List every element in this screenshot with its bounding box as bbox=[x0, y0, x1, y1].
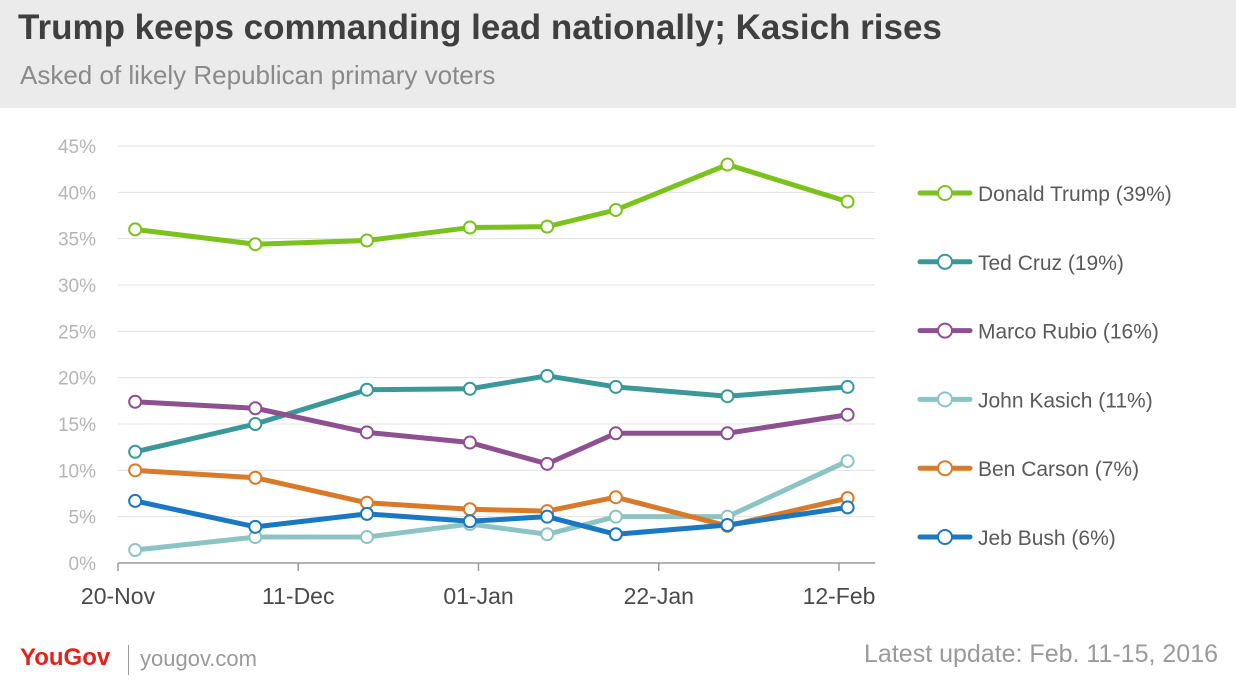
data-point bbox=[128, 463, 143, 478]
data-point bbox=[608, 202, 623, 217]
data-point bbox=[608, 509, 623, 524]
legend-label: Ben Carson (7%) bbox=[978, 458, 1139, 481]
series-line bbox=[132, 498, 851, 537]
data-point bbox=[720, 157, 735, 172]
data-point bbox=[248, 237, 263, 252]
data-point bbox=[540, 456, 555, 471]
data-point bbox=[720, 389, 735, 404]
x-axis-ticks: 20-Nov 11-Dec 01-Jan 22-Jan 12-Feb bbox=[81, 563, 876, 609]
legend-label: John Kasich (11%) bbox=[978, 389, 1153, 412]
data-point bbox=[540, 368, 555, 383]
legend: Donald Trump (39%) Ted Cruz (19%) Marco Ru… bbox=[917, 183, 1172, 550]
legend-marker bbox=[937, 391, 953, 408]
data-point bbox=[248, 401, 263, 416]
x-tick-label: 22-Jan bbox=[624, 583, 694, 609]
y-axis-ticks: 0% 5% 10% 15% 20% 25% 30% 35% 40% 45% bbox=[58, 137, 96, 575]
data-point bbox=[359, 382, 374, 397]
chart-subtitle: Asked of likely Republican primary voter… bbox=[20, 60, 496, 90]
data-point bbox=[840, 379, 855, 394]
data-point bbox=[720, 518, 735, 533]
legend-label: Marco Rubio (16%) bbox=[978, 321, 1159, 344]
y-tick-label: 0% bbox=[69, 554, 97, 575]
x-tick-label: 12-Feb bbox=[803, 583, 876, 609]
y-tick-label: 35% bbox=[58, 230, 96, 251]
data-point bbox=[128, 543, 143, 558]
series-line bbox=[132, 399, 851, 467]
data-point bbox=[248, 470, 263, 485]
x-tick-label: 01-Jan bbox=[443, 583, 513, 609]
data-point bbox=[462, 514, 477, 529]
data-point bbox=[840, 454, 855, 469]
x-tick-label: 20-Nov bbox=[81, 583, 156, 609]
data-point bbox=[840, 194, 855, 209]
data-point bbox=[608, 379, 623, 394]
data-point bbox=[540, 219, 555, 234]
y-tick-label: 45% bbox=[58, 137, 96, 158]
data-point bbox=[608, 527, 623, 542]
data-point bbox=[840, 407, 855, 422]
legend-label: Ted Cruz (19%) bbox=[978, 252, 1124, 275]
data-point bbox=[359, 530, 374, 545]
data-point bbox=[248, 417, 263, 431]
data-point bbox=[462, 502, 477, 517]
x-tick-label: 11-Dec bbox=[262, 583, 334, 609]
series-line bbox=[132, 162, 851, 247]
y-tick-label: 10% bbox=[58, 461, 96, 482]
footer-site-link[interactable]: yougov.com bbox=[140, 646, 257, 671]
grid-lines bbox=[118, 145, 875, 564]
y-tick-label: 25% bbox=[58, 322, 96, 343]
data-point bbox=[840, 500, 855, 515]
data-point bbox=[462, 220, 477, 235]
legend-marker bbox=[937, 322, 953, 339]
data-point bbox=[540, 509, 555, 524]
y-tick-label: 40% bbox=[58, 183, 96, 204]
data-point bbox=[462, 435, 477, 450]
series-line bbox=[132, 373, 851, 455]
series-line bbox=[132, 467, 851, 529]
data-point bbox=[359, 506, 374, 521]
series-points bbox=[128, 157, 855, 558]
data-point bbox=[359, 233, 374, 248]
legend-label: Jeb Bush (6%) bbox=[978, 527, 1116, 550]
data-point bbox=[128, 394, 143, 409]
yougov-logo: YouGov bbox=[20, 644, 111, 671]
legend-label: Donald Trump (39%) bbox=[978, 183, 1172, 206]
data-point bbox=[720, 426, 735, 441]
y-tick-label: 5% bbox=[69, 508, 97, 529]
data-point bbox=[248, 519, 263, 534]
y-tick-label: 30% bbox=[58, 276, 96, 297]
data-point bbox=[540, 527, 555, 542]
latest-update-note: Latest update: Feb. 11-15, 2016 bbox=[864, 640, 1218, 668]
data-point bbox=[608, 490, 623, 505]
series-lines bbox=[132, 162, 851, 553]
data-point bbox=[359, 425, 374, 440]
legend-marker bbox=[937, 185, 953, 201]
legend-marker bbox=[937, 460, 953, 477]
data-point bbox=[128, 222, 143, 237]
data-point bbox=[462, 381, 477, 396]
y-tick-label: 15% bbox=[58, 415, 96, 436]
chart-title: Trump keeps commanding lead nationally; … bbox=[18, 8, 942, 47]
data-point bbox=[128, 493, 143, 508]
series-line bbox=[132, 458, 851, 553]
data-point bbox=[128, 444, 143, 459]
header: Trump keeps commanding lead nationally; … bbox=[0, 0, 1236, 108]
footer-divider bbox=[128, 645, 129, 675]
y-tick-label: 20% bbox=[58, 369, 96, 390]
data-point bbox=[608, 426, 623, 441]
legend-marker bbox=[937, 529, 953, 545]
legend-marker bbox=[937, 253, 953, 270]
